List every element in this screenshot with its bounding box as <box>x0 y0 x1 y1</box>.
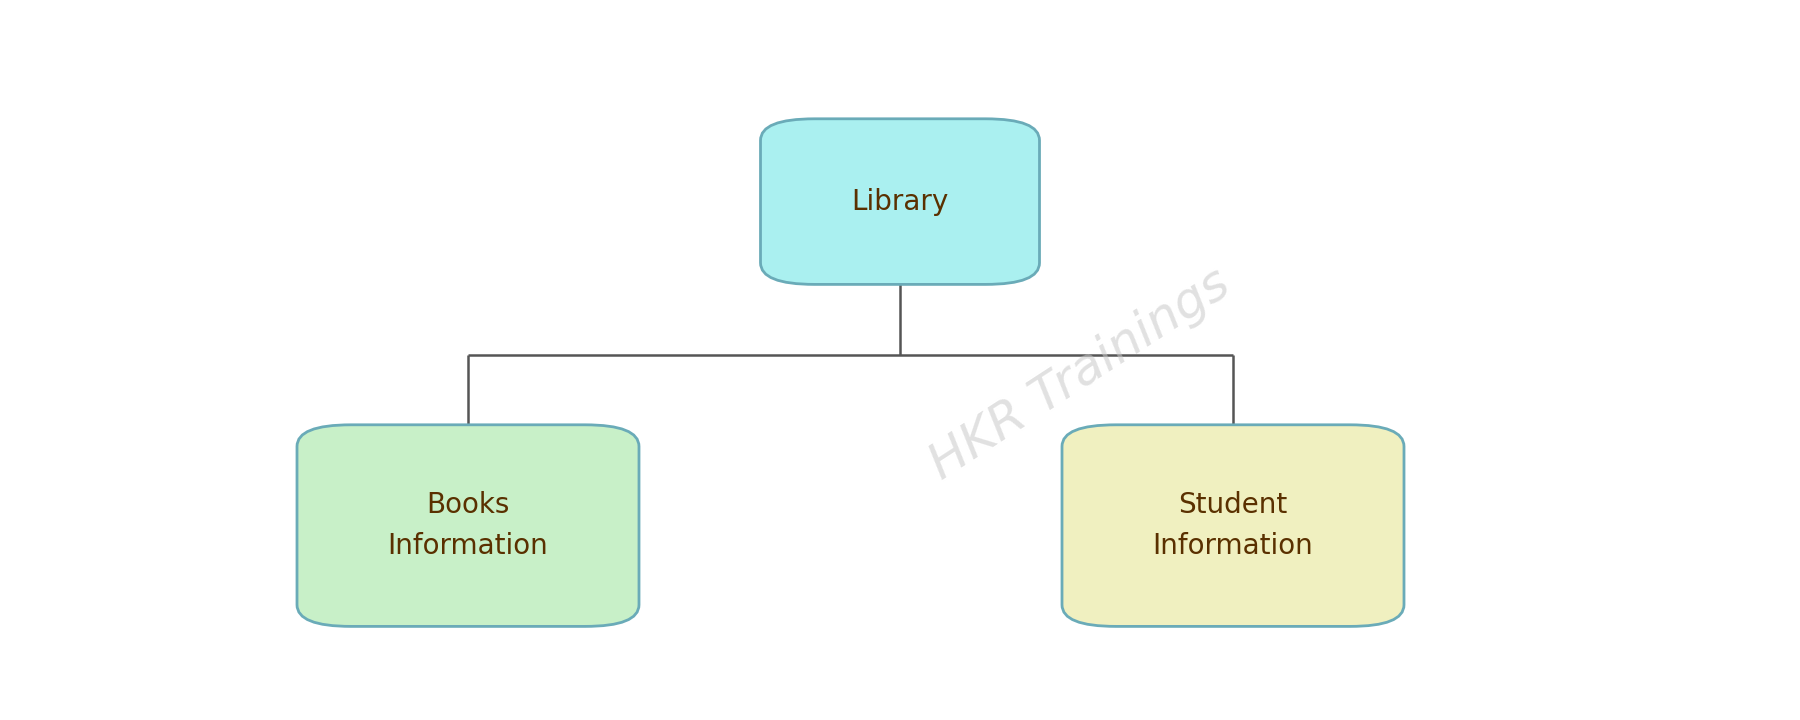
Text: Library: Library <box>851 188 949 215</box>
Text: Student
Information: Student Information <box>1152 491 1314 560</box>
FancyBboxPatch shape <box>760 119 1040 284</box>
Text: Books
Information: Books Information <box>387 491 549 560</box>
FancyBboxPatch shape <box>1062 425 1404 626</box>
FancyBboxPatch shape <box>297 425 639 626</box>
Text: HKR Trainings: HKR Trainings <box>922 260 1238 489</box>
